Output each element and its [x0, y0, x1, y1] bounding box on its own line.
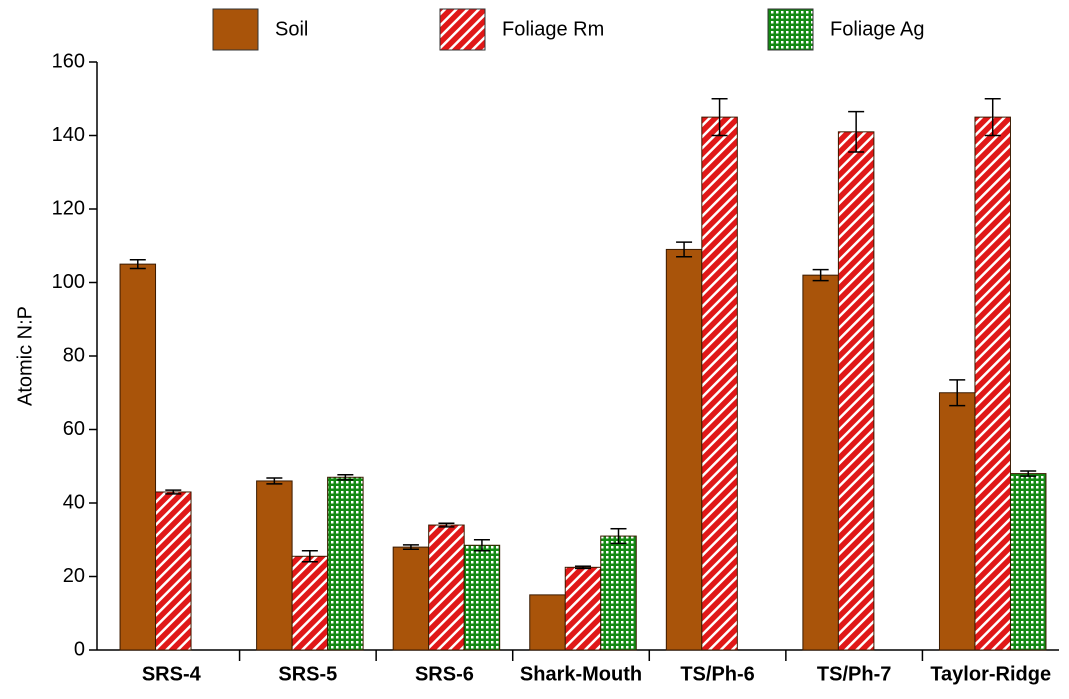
error-bar — [129, 258, 146, 270]
bar — [529, 594, 566, 651]
legend-label: Foliage Rm — [502, 18, 604, 40]
y-tick-label: 80 — [63, 344, 85, 366]
error-bar — [711, 98, 728, 137]
bar — [938, 392, 976, 651]
legend-swatch — [212, 8, 259, 51]
legend-swatch — [767, 8, 814, 51]
error-bar — [610, 527, 627, 545]
bar — [155, 491, 192, 651]
bar — [1009, 473, 1047, 651]
error-bar — [473, 539, 490, 552]
error-bar — [1020, 470, 1037, 477]
error-bar — [337, 473, 354, 481]
error-bar — [575, 565, 591, 570]
y-tick-label: 160 — [52, 50, 85, 72]
error-bar — [812, 268, 829, 282]
bar — [600, 535, 637, 651]
legend-label: Soil — [275, 18, 308, 40]
error-bar — [949, 379, 966, 407]
error-bar — [266, 477, 283, 485]
x-tick-label: TS/Ph-6 — [680, 663, 754, 685]
y-axis-label: Atomic N:P — [14, 306, 36, 406]
x-tick-label: Shark-Mouth — [520, 663, 642, 685]
error-bar — [402, 544, 419, 551]
bar — [327, 476, 364, 651]
x-tick-label: SRS-6 — [415, 663, 474, 685]
y-tick-label: 140 — [52, 124, 85, 146]
bar — [119, 263, 157, 651]
bar — [463, 544, 501, 651]
y-tick-label: 0 — [74, 638, 85, 660]
bar — [392, 546, 430, 651]
y-tick-label: 100 — [52, 271, 85, 293]
bar — [837, 131, 875, 651]
y-tick-label: 40 — [63, 491, 85, 513]
bar — [802, 274, 839, 651]
x-tick-label: TS/Ph-7 — [817, 663, 891, 685]
x-tick-label: SRS-5 — [278, 663, 337, 685]
x-tick-label: Taylor-Ridge — [930, 663, 1051, 685]
y-tick-label: 60 — [63, 418, 85, 440]
error-bar — [165, 489, 182, 495]
error-bar — [676, 241, 693, 258]
y-tick-label: 20 — [63, 565, 85, 587]
y-tick-label: 120 — [52, 197, 85, 219]
error-bar — [984, 98, 1001, 137]
bar — [974, 116, 1011, 651]
error-bar — [438, 522, 455, 528]
bar — [256, 480, 293, 651]
bar — [665, 248, 703, 651]
legend-label: Foliage Ag — [830, 18, 925, 40]
bar — [291, 555, 329, 651]
bar — [701, 116, 738, 651]
legend-swatch — [439, 8, 486, 51]
error-bar — [848, 110, 865, 153]
bar — [428, 524, 465, 651]
bar — [564, 566, 602, 651]
x-tick-label: SRS-4 — [142, 663, 202, 685]
error-bar — [301, 550, 318, 563]
